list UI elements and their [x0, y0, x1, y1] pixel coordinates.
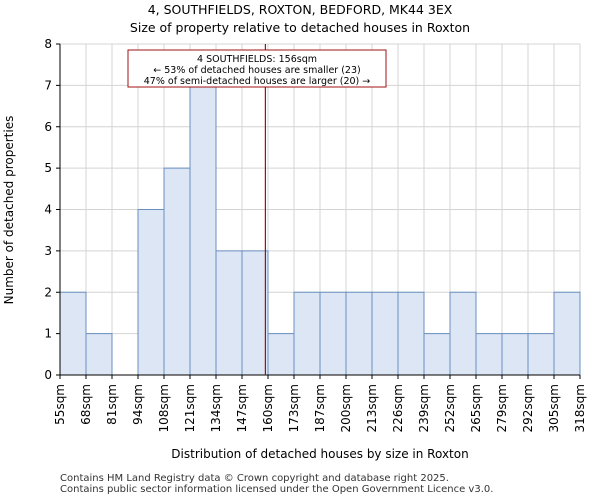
x-tick-label: 252sqm — [443, 384, 457, 432]
bar-305sqm — [553, 291, 581, 376]
bar-147sqm — [241, 250, 269, 376]
tick-labels: 0 1 2 3 4 5 6 7 8 55sqm 68sqm 81sqm 94sqm 108sqm 121sq… — [44, 37, 587, 432]
x-tick-label: 160sqm — [261, 384, 275, 432]
x-tick-label: 55sqm — [53, 384, 67, 425]
bar-200sqm — [345, 291, 373, 376]
y-tick-label: 5 — [44, 161, 52, 175]
x-tick-label: 239sqm — [417, 384, 431, 432]
y-tick-label: 8 — [44, 37, 52, 51]
annotation-box — [127, 49, 387, 88]
x-tick-label: 305sqm — [547, 384, 561, 432]
bar-239sqm — [423, 333, 451, 376]
bar-55sqm — [59, 291, 87, 376]
y-tick-label: 0 — [44, 368, 52, 382]
x-tick-label: 68sqm — [79, 384, 93, 425]
property-marker: 4 SOUTHFIELDS: 156sqm← 53% of detached h… — [127, 44, 387, 375]
bar-187sqm — [319, 291, 347, 376]
x-tick-label: 81sqm — [105, 384, 119, 425]
y-tick-label: 6 — [44, 120, 52, 134]
y-axis-label: Number of detached properties — [2, 116, 16, 305]
bars — [59, 84, 581, 376]
chart-title-address: 4, SOUTHFIELDS, ROXTON, BEDFORD, MK44 3E… — [147, 2, 453, 17]
x-tick-label: 121sqm — [183, 384, 197, 432]
x-tick-label: 108sqm — [157, 384, 171, 432]
bar-173sqm — [293, 291, 321, 376]
bar-226sqm — [397, 291, 425, 376]
footer-line-1: Contains HM Land Registry data © Crown c… — [60, 473, 449, 484]
x-tick-label: 318sqm — [573, 384, 587, 432]
x-tick-label: 173sqm — [287, 384, 301, 432]
bar-279sqm — [501, 333, 529, 376]
y-tick-label: 3 — [44, 244, 52, 258]
bar-68sqm — [85, 333, 113, 376]
annotation-line: 4 SOUTHFIELDS: 156sqm — [197, 54, 317, 65]
y-tick-label: 7 — [44, 78, 52, 92]
x-tick-label: 292sqm — [521, 384, 535, 432]
bar-292sqm — [527, 333, 555, 376]
chart-title: Size of property relative to detached ho… — [129, 20, 471, 35]
bar-252sqm — [449, 291, 477, 376]
x-tick-label: 213sqm — [365, 384, 379, 432]
y-tick-label: 4 — [44, 203, 52, 217]
x-tick-label: 94sqm — [131, 384, 145, 425]
x-axis-label: Distribution of detached houses by size … — [171, 447, 468, 461]
x-tick-label: 265sqm — [469, 384, 483, 432]
bar-chart: 0 1 2 3 4 5 6 7 8 55sqm 68sqm 81sqm 94sqm 108sqm 121sq… — [2, 37, 587, 461]
x-tick-label: 147sqm — [235, 384, 249, 432]
x-tick-label: 200sqm — [339, 384, 353, 432]
bar-134sqm — [215, 250, 243, 376]
bar-160sqm — [267, 333, 295, 376]
bar-108sqm — [163, 167, 191, 376]
x-tick-label: 187sqm — [313, 384, 327, 432]
x-tick-label: 134sqm — [209, 384, 223, 432]
axes — [56, 43, 581, 379]
bar-121sqm — [189, 84, 217, 376]
bar-265sqm — [475, 333, 503, 376]
x-tick-label: 226sqm — [391, 384, 405, 432]
x-tick-label: 279sqm — [495, 384, 509, 432]
y-tick-label: 2 — [44, 285, 52, 299]
y-tick-label: 1 — [44, 327, 52, 341]
footer-line-2: Contains public sector information licen… — [60, 484, 494, 495]
annotation-line: 47% of semi-detached houses are larger (… — [144, 76, 371, 87]
bar-213sqm — [371, 291, 399, 376]
bar-94sqm — [137, 209, 165, 376]
annotation-line: ← 53% of detached houses are smaller (23… — [153, 65, 360, 76]
